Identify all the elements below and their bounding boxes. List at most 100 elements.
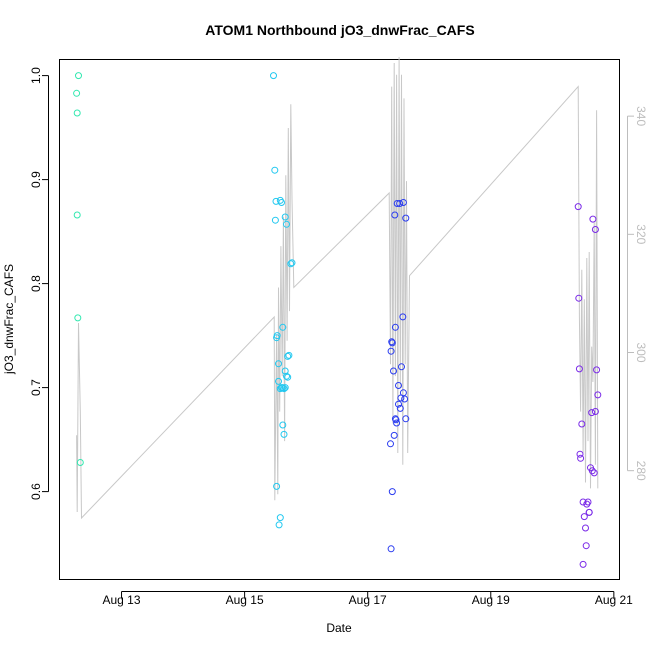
data-point	[387, 347, 395, 355]
data-point	[391, 415, 399, 423]
data-point	[271, 166, 279, 174]
data-point	[271, 216, 279, 224]
data-point	[387, 440, 394, 448]
data-point	[285, 351, 293, 359]
series-3	[387, 199, 410, 553]
y-tick-label: 0.8	[29, 275, 43, 292]
data-point	[283, 220, 290, 228]
data-point	[280, 385, 288, 393]
data-point	[287, 260, 295, 268]
data-point	[73, 211, 81, 219]
series-2	[270, 72, 296, 529]
data-point	[280, 430, 288, 438]
data-point	[275, 521, 283, 529]
x-tick-label: Aug 19	[472, 593, 510, 607]
x-tick-label: Aug 15	[226, 593, 264, 607]
data-point	[395, 382, 402, 389]
data-point	[281, 367, 289, 375]
data-point	[393, 419, 401, 427]
data-point	[281, 213, 289, 221]
overlay-line	[76, 56, 599, 520]
data-point	[279, 323, 287, 331]
data-point	[276, 196, 284, 204]
data-point	[273, 332, 281, 340]
data-point	[588, 409, 596, 417]
y-tick-label: 0.7	[29, 379, 43, 396]
data-point	[582, 524, 589, 532]
data-point	[399, 199, 407, 206]
y-axis: 0.6 0.7 0.8 0.9 1.0	[29, 67, 49, 500]
plot-area	[59, 59, 620, 580]
right-y-tick-label: 320	[634, 224, 648, 244]
right-y-tick-label: 340	[634, 106, 648, 126]
data-point	[398, 363, 405, 371]
data-point	[391, 211, 399, 219]
data-point	[399, 313, 407, 321]
data-point	[574, 203, 582, 211]
data-point	[284, 373, 292, 381]
y-axis-label: jO3_dnwFrac_CAFS	[2, 264, 16, 375]
overlay-line-group	[76, 56, 599, 520]
data-point	[395, 400, 402, 408]
data-point	[76, 459, 84, 466]
data-point	[577, 454, 585, 462]
x-tick-label: Aug 13	[103, 593, 141, 607]
data-point	[279, 421, 287, 429]
data-point	[594, 391, 602, 399]
y-tick-label: 1.0	[29, 67, 43, 84]
data-point	[399, 389, 407, 397]
right-y-tick-label: 300	[634, 342, 648, 362]
points-group	[73, 72, 602, 568]
data-point	[579, 498, 587, 506]
data-point	[279, 384, 287, 392]
data-point	[281, 384, 289, 392]
data-point	[275, 360, 282, 368]
x-tick-label: Aug 21	[595, 593, 633, 607]
data-point	[575, 365, 583, 373]
data-point	[593, 366, 601, 374]
series-4	[574, 203, 602, 568]
data-point	[73, 109, 81, 117]
series-1	[73, 72, 84, 466]
right-y-tick-label: 280	[634, 461, 648, 481]
data-point	[402, 415, 410, 423]
x-axis: Aug 13 Aug 15 Aug 17 Aug 19 Aug 21	[103, 591, 633, 607]
y-tick-label: 0.9	[29, 171, 43, 188]
data-point	[73, 89, 81, 97]
data-point	[283, 372, 290, 380]
data-point	[288, 259, 296, 267]
data-point	[590, 469, 598, 477]
right-y-axis: 280 300 320 340	[627, 106, 648, 481]
data-point	[387, 545, 395, 553]
data-point	[579, 560, 587, 568]
data-point	[580, 513, 588, 521]
data-point	[588, 467, 596, 475]
data-point	[396, 200, 404, 207]
data-point	[589, 215, 597, 223]
chart-title: ATOM1 Northbound jO3_dnwFrac_CAFS	[205, 22, 474, 38]
data-point	[75, 72, 82, 80]
data-point	[273, 482, 281, 490]
data-point	[390, 367, 397, 375]
data-point	[388, 339, 396, 347]
data-point	[576, 450, 584, 458]
y-tick-label: 0.6	[29, 483, 43, 500]
data-point	[74, 314, 82, 322]
data-point	[585, 508, 593, 516]
data-point	[272, 197, 280, 205]
data-point	[575, 294, 583, 302]
data-point	[275, 377, 282, 385]
data-point	[402, 214, 410, 222]
data-point	[391, 323, 399, 331]
data-point	[388, 488, 396, 496]
data-point	[582, 542, 590, 550]
data-point	[284, 352, 292, 360]
data-point	[396, 404, 404, 412]
data-point	[390, 431, 398, 439]
data-point	[584, 498, 592, 506]
data-point	[270, 72, 277, 80]
x-axis-label: Date	[326, 621, 352, 635]
data-point	[276, 514, 284, 522]
data-point	[591, 226, 599, 233]
